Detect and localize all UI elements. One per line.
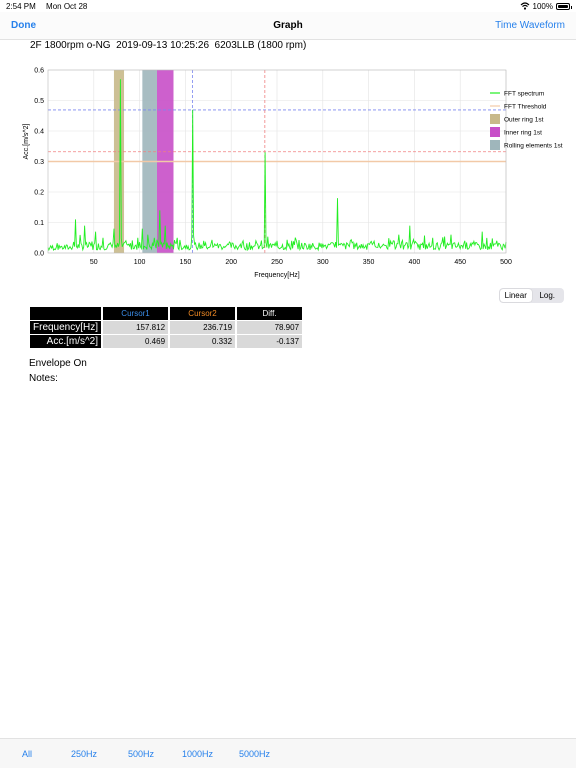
legend-label: Rolling elements 1st: [504, 143, 563, 150]
wifi-icon: [520, 2, 529, 10]
legend-swatch: [490, 140, 500, 150]
x-tick-label: 100: [134, 259, 146, 266]
cursor1-header: Cursor1: [103, 307, 169, 320]
range-1000hz-button[interactable]: 1000Hz: [182, 749, 214, 759]
y-tick-label: 0.5: [34, 98, 44, 105]
battery-percent: 100%: [532, 1, 553, 11]
x-tick-label: 500: [500, 259, 512, 266]
x-tick-label: 50: [90, 259, 98, 266]
fft-spectrum-line: [47, 79, 507, 252]
legend-label: Inner ring 1st: [504, 130, 542, 137]
legend-label: Outer ring 1st: [504, 117, 544, 124]
legend-label: FFT Threshold: [504, 104, 547, 111]
page-title: Graph: [273, 20, 303, 31]
status-bar: 2:54 PM Mon Oct 28 100%: [0, 0, 576, 12]
y-tick-label: 0.2: [34, 190, 44, 197]
range-all-button[interactable]: All: [22, 749, 33, 759]
measurement-info: 2F 1800rpm o-NG 2019-09-13 10:25:26 6203…: [30, 40, 307, 51]
x-tick-label: 300: [317, 259, 329, 266]
legend-swatch: [490, 127, 500, 137]
legend-label: FFT spectrum: [504, 91, 544, 98]
envelope-status: Envelope On: [29, 358, 87, 369]
cursor-table-corner: [30, 307, 102, 320]
diff-frequency: 78.907: [237, 321, 303, 334]
y-axis-label: Acc.[m/s^2]: [23, 123, 30, 159]
log-scale-button[interactable]: Log.: [539, 291, 556, 300]
done-button[interactable]: Done: [11, 20, 36, 31]
diff-header: Diff.: [237, 307, 303, 320]
cursor-table-header-row: Cursor1 Cursor2 Diff.: [30, 307, 303, 320]
cursor1-frequency: 157.812: [103, 321, 169, 334]
range-5000hz-button[interactable]: 5000Hz: [239, 749, 271, 759]
acceleration-row-label: Acc.[m/s^2]: [30, 335, 102, 348]
linear-scale-button[interactable]: Linear: [500, 289, 532, 302]
cursor1-acceleration: 0.469: [103, 335, 169, 348]
bottom-toolbar: All 250Hz 500Hz 1000Hz 5000Hz: [0, 738, 576, 768]
y-tick-label: 0.6: [34, 68, 44, 75]
x-tick-label: 450: [454, 259, 466, 266]
scale-toggle[interactable]: Linear Log.: [499, 288, 564, 303]
x-tick-label: 200: [225, 259, 237, 266]
x-tick-label: 400: [409, 259, 421, 266]
plot-border: [47, 69, 507, 254]
range-250hz-button[interactable]: 250Hz: [71, 749, 98, 759]
status-time: 2:54 PM: [6, 1, 36, 11]
notes-label: Notes:: [29, 373, 58, 384]
range-500hz-button[interactable]: 500Hz: [128, 749, 155, 759]
x-axis-label: Frequency[Hz]: [254, 272, 300, 279]
y-tick-label: 0.1: [34, 220, 44, 227]
status-left: 2:54 PM Mon Oct 28: [6, 2, 95, 11]
diff-acceleration: -0.137: [237, 335, 303, 348]
cursor2-frequency: 236.719: [170, 321, 236, 334]
table-row: Acc.[m/s^2] 0.469 0.332 -0.137: [30, 335, 303, 348]
battery-icon: [556, 2, 572, 10]
cursor-table: Cursor1 Cursor2 Diff. Frequency[Hz] 157.…: [28, 306, 304, 349]
x-tick-label: 150: [180, 259, 192, 266]
legend-swatch: [490, 114, 500, 124]
frequency-row-label: Frequency[Hz]: [30, 321, 102, 334]
x-tick-label: 350: [363, 259, 375, 266]
y-tick-label: 0.0: [34, 251, 44, 258]
status-date: Mon Oct 28: [46, 1, 88, 11]
navigation-bar: Done Graph Time Waveform: [0, 12, 576, 40]
x-tick-label: 250: [271, 259, 283, 266]
time-waveform-button[interactable]: Time Waveform: [495, 20, 565, 31]
y-tick-label: 0.3: [34, 159, 44, 166]
cursor2-acceleration: 0.332: [170, 335, 236, 348]
cursor2-header: Cursor2: [170, 307, 236, 320]
status-right: 100%: [520, 1, 572, 11]
fft-chart[interactable]: 50 100 150 200 250 300 350 400 450 500 0.0 0.1 0.2 0.…: [10, 58, 568, 284]
table-row: Frequency[Hz] 157.812 236.719 78.907: [30, 321, 303, 334]
y-tick-label: 0.4: [34, 129, 44, 136]
